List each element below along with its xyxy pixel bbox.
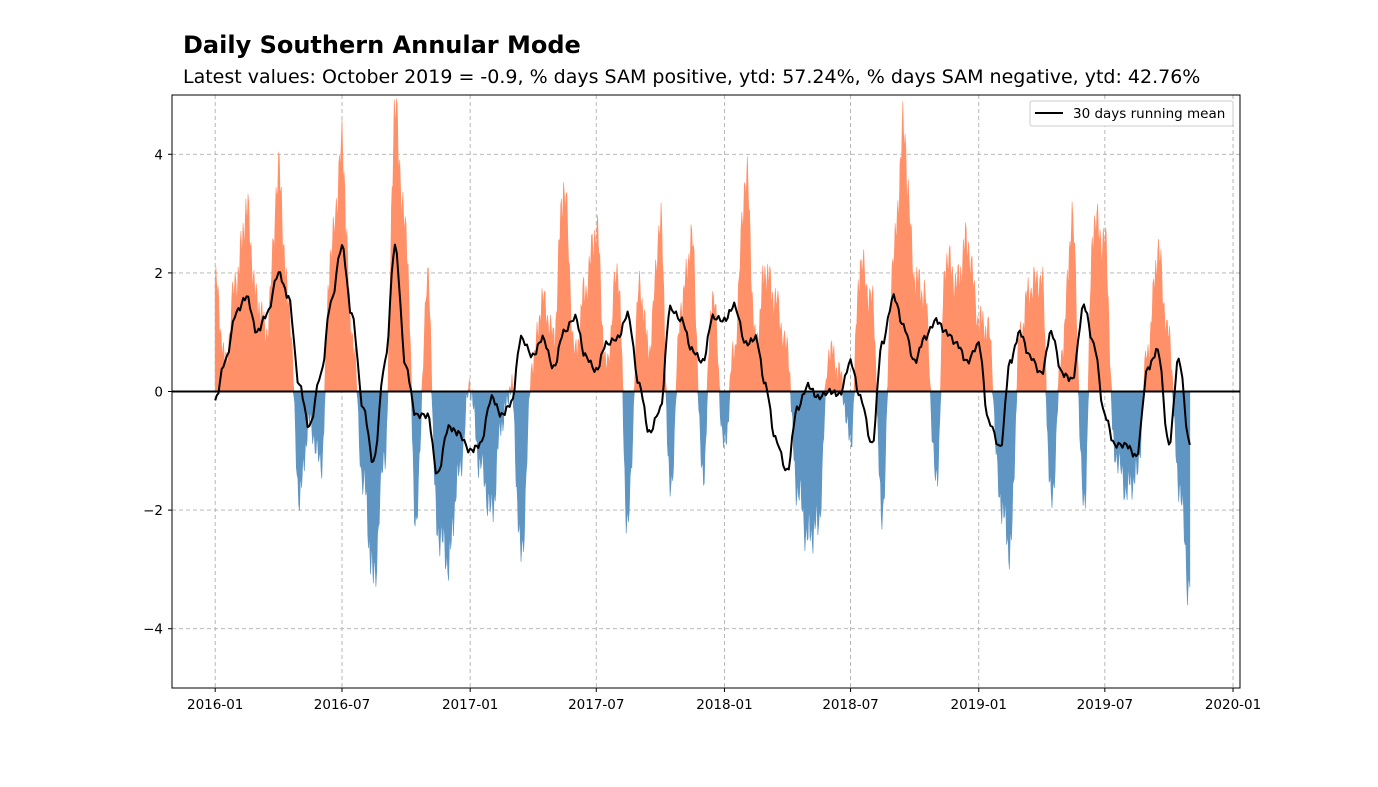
daily-sam-fill	[214, 98, 1191, 606]
y-tick-label: 4	[154, 147, 163, 163]
y-tick-label: −2	[143, 503, 163, 519]
x-axis: 2016-01 2016-07 2017-01 2017-07 2018-01 2018-…	[187, 688, 1261, 713]
legend: 30 days running mean	[1029, 100, 1234, 127]
y-tick-label: 0	[154, 385, 163, 401]
chart-title: Daily Southern Annular Mode	[183, 31, 581, 59]
chart-subtitle: Latest values: October 2019 = -0.9, % da…	[183, 66, 1200, 88]
running-mean-line	[214, 243, 1191, 475]
positive-sam-area	[214, 98, 1190, 392]
x-tick-label: 2018-07	[822, 697, 878, 713]
x-tick-label: 2017-07	[568, 697, 624, 713]
x-tick-label: 2016-07	[314, 697, 370, 713]
x-tick-label: 2017-01	[442, 697, 498, 713]
x-tick-label: 2020-01	[1205, 697, 1261, 713]
legend-box	[1029, 100, 1234, 127]
x-tick-label: 2019-01	[951, 697, 1007, 713]
y-tick-label: 2	[154, 266, 163, 282]
x-tick-label: 2019-07	[1077, 697, 1133, 713]
negative-sam-area	[215, 391, 1191, 606]
x-tick-label: 2016-01	[187, 697, 243, 713]
y-tick-label: −4	[143, 622, 163, 638]
legend-label: 30 days running mean	[1073, 106, 1225, 122]
y-axis: −4 −2 0 2 4	[143, 147, 172, 638]
x-tick-label: 2018-01	[696, 697, 752, 713]
